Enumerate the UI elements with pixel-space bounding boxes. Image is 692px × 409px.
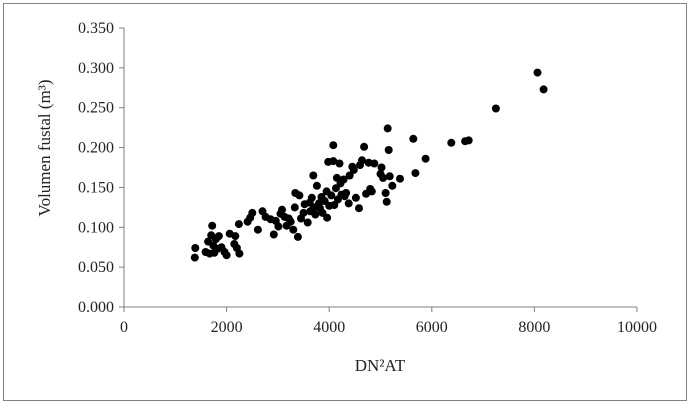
data-point bbox=[385, 172, 394, 181]
y-tick-label: 0.000 bbox=[78, 299, 114, 316]
data-point bbox=[421, 154, 430, 163]
data-point bbox=[379, 173, 388, 182]
data-point bbox=[293, 232, 302, 241]
data-point bbox=[358, 156, 366, 165]
data-point bbox=[235, 249, 244, 258]
data-point bbox=[335, 159, 344, 168]
data-point bbox=[351, 193, 360, 202]
data-point bbox=[411, 169, 420, 178]
data-point bbox=[309, 171, 318, 180]
axes bbox=[123, 28, 637, 308]
data-point bbox=[382, 197, 391, 206]
data-point bbox=[311, 210, 320, 219]
data-point bbox=[409, 134, 418, 143]
x-axis-title: DN²AT bbox=[355, 356, 406, 375]
data-point bbox=[253, 225, 262, 234]
data-point bbox=[342, 189, 351, 197]
data-point bbox=[539, 85, 548, 94]
y-tick-label: 0.300 bbox=[78, 60, 114, 77]
data-point bbox=[222, 251, 231, 260]
data-point bbox=[190, 253, 199, 262]
data-point bbox=[339, 175, 348, 184]
data-point bbox=[208, 221, 217, 230]
data-point bbox=[248, 208, 257, 217]
data-points bbox=[190, 68, 548, 262]
x-tick-label: 4000 bbox=[313, 319, 345, 336]
data-point bbox=[307, 193, 316, 202]
y-tick-label: 0.350 bbox=[78, 20, 114, 37]
data-point bbox=[327, 191, 336, 200]
data-point bbox=[214, 232, 223, 241]
data-point bbox=[295, 191, 304, 200]
x-ticks: 0 2000 4000 6000 8000 10000 bbox=[120, 307, 657, 336]
x-tick-label: 6000 bbox=[416, 319, 448, 336]
data-point bbox=[360, 142, 369, 151]
data-point bbox=[231, 232, 240, 241]
data-point bbox=[290, 203, 299, 212]
y-axis-title: Volumen fustal (m³) bbox=[35, 80, 54, 217]
y-ticks: 0.000 0.050 0.100 0.150 0.200 0.250 0.300 0.350 bbox=[78, 20, 124, 316]
data-point bbox=[447, 138, 456, 147]
data-point bbox=[345, 171, 354, 180]
y-tick-label: 0.150 bbox=[78, 179, 114, 196]
data-point bbox=[383, 124, 392, 133]
x-tick-label: 8000 bbox=[518, 319, 550, 336]
data-point bbox=[323, 213, 332, 222]
data-point bbox=[491, 104, 500, 113]
data-point bbox=[274, 222, 283, 231]
x-tick-label: 2000 bbox=[211, 319, 243, 336]
data-point bbox=[278, 205, 286, 214]
data-point bbox=[367, 187, 376, 196]
data-point bbox=[286, 217, 295, 226]
data-point bbox=[289, 225, 298, 234]
data-point bbox=[370, 159, 379, 168]
data-point bbox=[464, 136, 473, 145]
data-point bbox=[381, 189, 390, 197]
x-tick-label: 10000 bbox=[617, 319, 657, 336]
data-point bbox=[344, 199, 353, 208]
data-point bbox=[191, 244, 200, 252]
data-point bbox=[312, 181, 321, 190]
y-tick-label: 0.250 bbox=[78, 100, 114, 117]
data-point bbox=[377, 163, 386, 172]
y-tick-label: 0.100 bbox=[78, 219, 114, 236]
data-point bbox=[384, 146, 393, 154]
data-point bbox=[329, 141, 338, 150]
y-tick-label: 0.050 bbox=[78, 259, 114, 276]
data-point bbox=[396, 174, 404, 183]
data-point bbox=[234, 220, 243, 229]
data-point bbox=[269, 230, 278, 239]
data-point bbox=[329, 157, 338, 166]
data-point bbox=[349, 165, 358, 174]
data-point bbox=[388, 181, 397, 190]
data-point bbox=[533, 68, 542, 77]
data-point bbox=[299, 208, 308, 217]
data-point bbox=[355, 204, 363, 213]
data-point bbox=[303, 218, 312, 227]
y-tick-label: 0.200 bbox=[78, 140, 114, 157]
x-tick-label: 0 bbox=[120, 319, 128, 336]
